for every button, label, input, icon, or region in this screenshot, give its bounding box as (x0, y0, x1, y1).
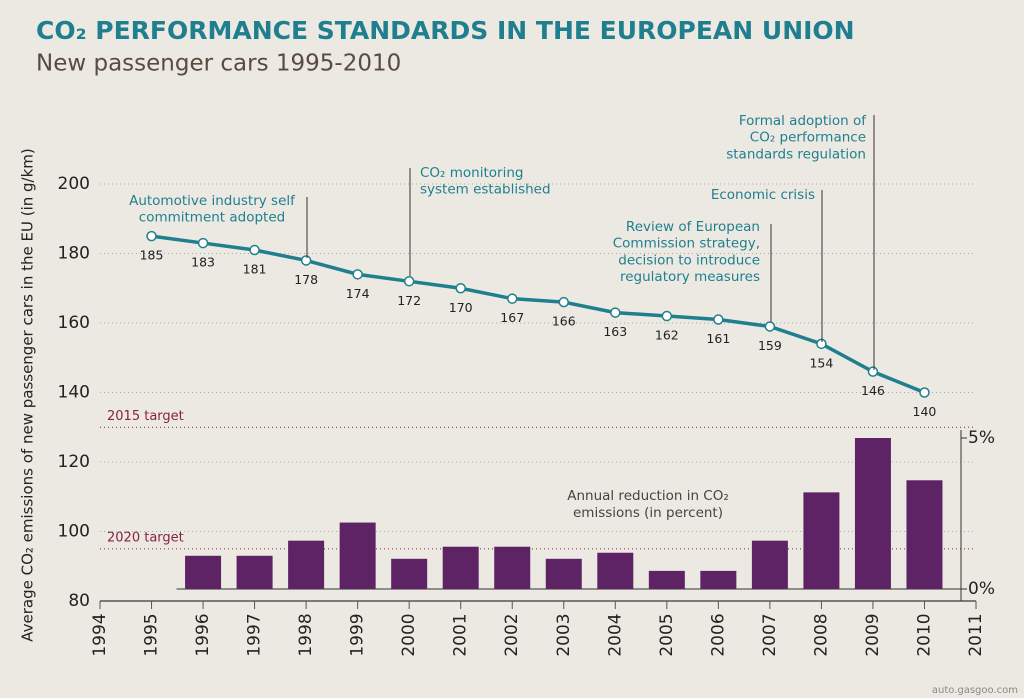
value-label: 161 (706, 331, 730, 346)
y2-tick-label: 5% (968, 428, 995, 448)
point (558, 296, 570, 308)
y-tick-label: 120 (58, 452, 90, 472)
line (151, 234, 926, 395)
bar (391, 558, 428, 589)
x-tick-label: 1997 (245, 613, 265, 656)
point (867, 366, 879, 377)
point (403, 276, 415, 287)
y-axis-label: Average CO₂ emissions of new passenger c… (19, 148, 37, 642)
bar (339, 522, 376, 589)
point (713, 314, 724, 325)
value-label: 166 (552, 314, 576, 329)
value-label: 167 (500, 310, 524, 325)
point (249, 244, 260, 256)
annotation-text: Formal adoption of (739, 113, 867, 129)
annotation-text: decision to introduce (618, 252, 760, 268)
x-tick-label: 2007 (760, 613, 780, 656)
x-tick-label: 1999 (348, 613, 368, 656)
annotation-text: CO₂ performance (750, 130, 866, 146)
point (661, 310, 673, 322)
bar (751, 540, 788, 589)
point (197, 237, 209, 249)
value-label: 146 (861, 383, 885, 398)
chart-title: CO₂ PERFORMANCE STANDARDS IN THE EUROPEA… (36, 16, 855, 45)
x-tick-label: 2006 (708, 613, 728, 656)
y-tick-label: 180 (58, 244, 90, 264)
value-label: 163 (603, 324, 627, 339)
value-label: 159 (758, 338, 782, 353)
x-tick-label: 1998 (296, 613, 316, 656)
x-tick-label: 2010 (914, 613, 934, 656)
annotation-text: regulatory measures (620, 269, 760, 285)
reference-label: 2020 target (107, 530, 184, 545)
chart-subtitle: New passenger cars 1995-2010 (36, 51, 401, 77)
annotation-text: Review of European (626, 219, 760, 235)
bar (442, 546, 479, 589)
x-tick-label: 2009 (863, 613, 883, 656)
annotation-text: Commission strategy, (613, 236, 760, 252)
value-label: 183 (191, 255, 215, 270)
source: auto.gasgoo.com (932, 685, 1018, 696)
point (764, 321, 776, 332)
x-tick-label: 2004 (605, 613, 625, 656)
value-label: 181 (243, 262, 267, 277)
point (506, 293, 518, 304)
x-tick-label: 2008 (811, 613, 831, 656)
x-tick-label: 2011 (966, 613, 986, 656)
y-tick-label: 200 (58, 174, 90, 194)
bar (545, 558, 582, 589)
bar-series-label: Annual reduction in CO₂ emissions (in per… (567, 488, 729, 521)
point (455, 283, 466, 294)
value-label: 162 (655, 328, 679, 343)
y2-tick-label: 0% (968, 579, 995, 599)
y-tick-label: 160 (58, 313, 90, 333)
annotation-text: system established (420, 182, 551, 198)
bar (803, 492, 840, 589)
annotation-text: standards regulation (726, 146, 866, 162)
y-tick-label: 80 (68, 591, 90, 611)
point (300, 255, 312, 266)
annotation-text: Economic crisis (711, 187, 815, 203)
value-label: 174 (346, 286, 370, 301)
value-label: 154 (809, 355, 833, 370)
point (610, 307, 621, 318)
x-tick-label: 2002 (502, 613, 522, 656)
value-label: 140 (913, 404, 937, 419)
bar (700, 570, 737, 589)
point (919, 387, 930, 398)
bar (906, 480, 943, 589)
annotation-text: commitment adopted (139, 210, 285, 226)
y-tick-label: 100 (58, 522, 90, 542)
x-tick-label: 1996 (193, 613, 213, 656)
bar (288, 540, 325, 589)
value-label: 172 (397, 293, 421, 308)
value-label: 185 (140, 248, 164, 263)
y-tick-label: 140 (58, 383, 90, 403)
point (352, 269, 363, 280)
x-tick-label: 2000 (399, 613, 419, 656)
value-label: 170 (449, 300, 473, 315)
bar (185, 555, 222, 589)
x-tick-label: 1995 (142, 613, 162, 656)
bar (236, 555, 273, 589)
x-tick-label: 2001 (451, 613, 471, 656)
point (816, 338, 827, 350)
x-tick-label: 1994 (90, 613, 110, 656)
reference-label: 2015 target (107, 409, 184, 424)
annotation-text: Automotive industry self (129, 193, 296, 209)
x-tick-label: 2003 (554, 613, 574, 656)
bar (494, 546, 531, 589)
point (146, 230, 157, 242)
bar (597, 552, 634, 589)
value-label: 178 (294, 272, 318, 287)
bar (854, 438, 891, 589)
bar (648, 570, 685, 589)
annotation-text: CO₂ monitoring (420, 165, 523, 181)
x-tick-label: 2005 (657, 613, 677, 656)
